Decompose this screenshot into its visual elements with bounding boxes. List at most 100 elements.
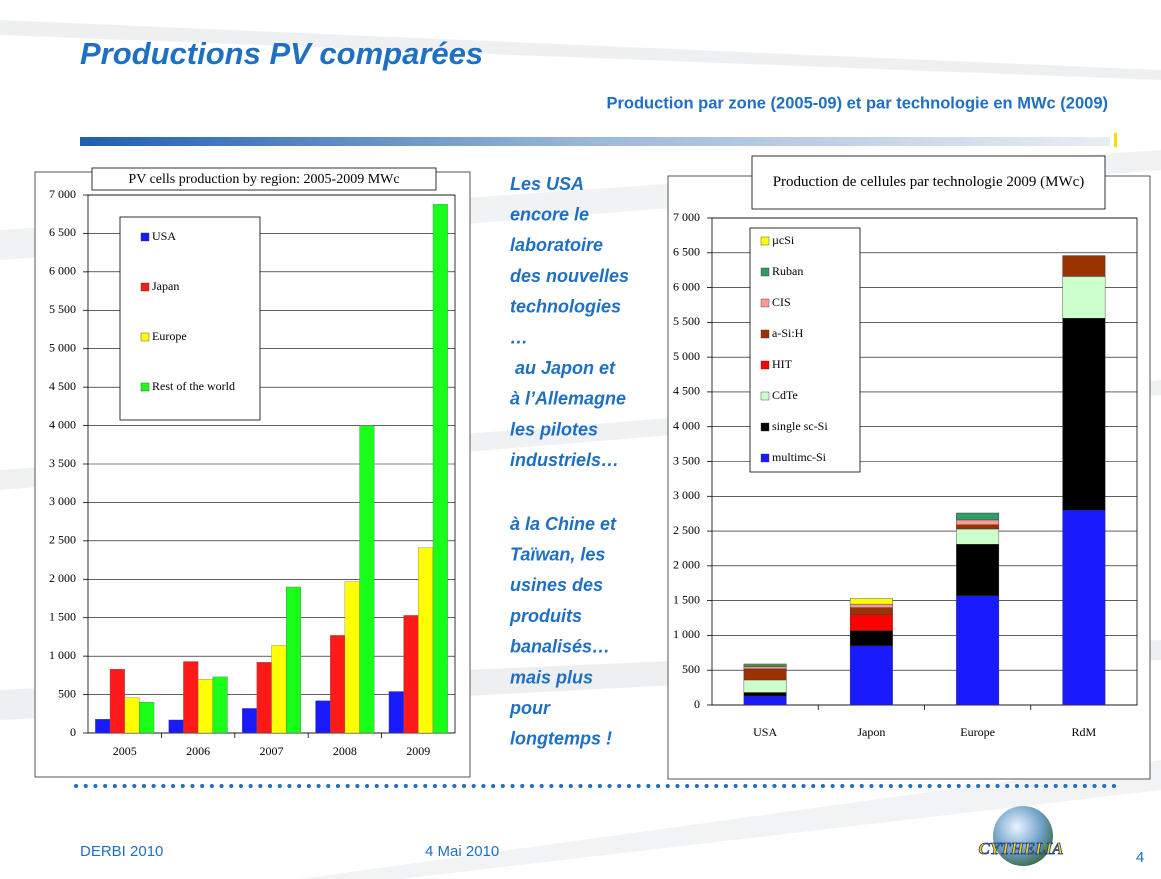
header-band <box>80 137 1110 146</box>
legend-swatch <box>760 422 770 432</box>
x-tick-label: RdM <box>1072 725 1097 739</box>
legend-label: multimc-Si <box>772 450 826 464</box>
x-tick-label: 2005 <box>113 744 137 758</box>
legend-label: Japan <box>152 279 180 293</box>
commentary-line: encore le <box>510 204 589 224</box>
bar-segment <box>956 528 1000 545</box>
legend-label: Rest of the world <box>152 379 235 393</box>
legend-label-box: Rest of the world <box>152 379 235 393</box>
bar-segment <box>743 666 787 670</box>
legend-label-box: USA <box>152 229 177 243</box>
bar <box>315 700 331 734</box>
commentary-line: pour <box>509 698 551 718</box>
y-tick-label: 5 500 <box>49 302 76 316</box>
bar <box>432 204 448 734</box>
y-tick-label: 1 500 <box>673 592 700 606</box>
bar <box>197 679 213 734</box>
slide-title: Productions PV comparées <box>80 36 483 71</box>
bar <box>256 662 272 734</box>
bar <box>212 676 228 734</box>
y-tick-label: 2 000 <box>673 558 700 572</box>
legend-label-box: a-Si:H <box>772 326 803 340</box>
legend-label: Ruban <box>772 264 804 278</box>
footer-event: DERBI 2010 <box>80 843 163 860</box>
chart-title-frame <box>751 155 1106 210</box>
commentary-line: usines des <box>510 575 603 595</box>
bar-segment <box>743 668 787 681</box>
legend-swatch <box>760 267 770 277</box>
y-tick-label: 4 000 <box>49 417 76 431</box>
bar <box>388 691 404 734</box>
legend-swatch <box>760 391 770 401</box>
commentary-line: mais plus <box>510 667 593 687</box>
bar-segment <box>1062 276 1106 319</box>
footer-date: 4 Mai 2010 <box>425 843 499 860</box>
y-tick-label: 1 500 <box>49 609 76 623</box>
legend-label: µcSi <box>772 233 795 247</box>
y-tick-label: 7 000 <box>49 187 76 201</box>
bar-segment <box>956 519 1000 526</box>
slide-subtitle: Production par zone (2005-09) et par tec… <box>606 94 1108 112</box>
x-tick-label: 2007 <box>260 744 284 758</box>
bar <box>271 645 287 734</box>
bar-segment <box>743 695 787 706</box>
logo-globe <box>993 806 1053 866</box>
accent <box>1114 133 1117 147</box>
bar <box>359 425 375 734</box>
y-tick-label: 3 000 <box>49 494 76 508</box>
bar <box>168 719 184 734</box>
y-tick-label: 4 500 <box>49 379 76 393</box>
y-tick-label: 5 500 <box>673 314 700 328</box>
bar-segment <box>956 524 1000 530</box>
y-tick-label: 3 500 <box>673 453 700 467</box>
commentary-line: technologies <box>510 297 621 317</box>
y-tick-label: 1 000 <box>49 648 76 662</box>
y-tick-label: 6 000 <box>673 279 700 293</box>
commentary-line: industriels… <box>510 450 619 470</box>
bar <box>241 708 257 734</box>
logo-text: CYTHELIA <box>978 839 1063 858</box>
x-tick-label: 2008 <box>333 744 357 758</box>
bar-segment <box>849 645 893 706</box>
y-tick-label: 5 000 <box>673 349 700 363</box>
commentary-line: Taïwan, les <box>510 544 605 564</box>
y-tick-label: 6 000 <box>49 264 76 278</box>
legend-label-box: CdTe <box>772 388 798 402</box>
bar-segment <box>1062 510 1106 706</box>
y-tick-label: 3 000 <box>673 488 700 502</box>
legend-swatch <box>760 453 770 463</box>
chart: 0 500 1 000 1 500 2 000 2 500 3 000 3 500 4 000 4… <box>49 167 456 758</box>
y-tick-label: 4 000 <box>673 418 700 432</box>
commentary-line: à l’Allemagne <box>510 389 626 409</box>
bar <box>109 669 125 734</box>
page-number: 4 <box>1136 849 1144 866</box>
bar <box>403 615 419 734</box>
commentary-line: laboratoire <box>510 235 603 255</box>
bar <box>139 702 155 734</box>
y-tick-label: 0 <box>694 697 700 711</box>
bar-segment <box>743 664 787 667</box>
legend-swatch <box>760 360 770 370</box>
commentary-line: … <box>510 327 528 347</box>
charts: 0 500 1 000 1 500 2 000 2 500 3 000 3 500 4 000 4… <box>49 155 1138 758</box>
y-tick-label: 7 000 <box>673 210 700 224</box>
bar <box>418 547 434 734</box>
commentary-line: à la Chine et <box>510 514 617 534</box>
y-tick-label: 1 000 <box>673 627 700 641</box>
bar-segment <box>849 614 893 631</box>
legend-label-box: CIS <box>772 295 791 309</box>
bar-segment <box>743 692 787 697</box>
legend-swatch <box>140 232 150 242</box>
legend-label-box: Europe <box>152 329 187 343</box>
commentary-line: banalisés… <box>510 637 610 657</box>
legend-label-box: HIT <box>772 357 792 371</box>
bar-segment <box>849 598 893 605</box>
bar-segment <box>849 630 893 647</box>
y-tick-label: 500 <box>58 686 76 700</box>
legend-label-box: µcSi <box>772 233 795 247</box>
legend-label: USA <box>152 229 177 243</box>
legend-swatch <box>760 236 770 246</box>
bar-segment <box>956 512 1000 521</box>
bar-segment <box>849 603 893 608</box>
